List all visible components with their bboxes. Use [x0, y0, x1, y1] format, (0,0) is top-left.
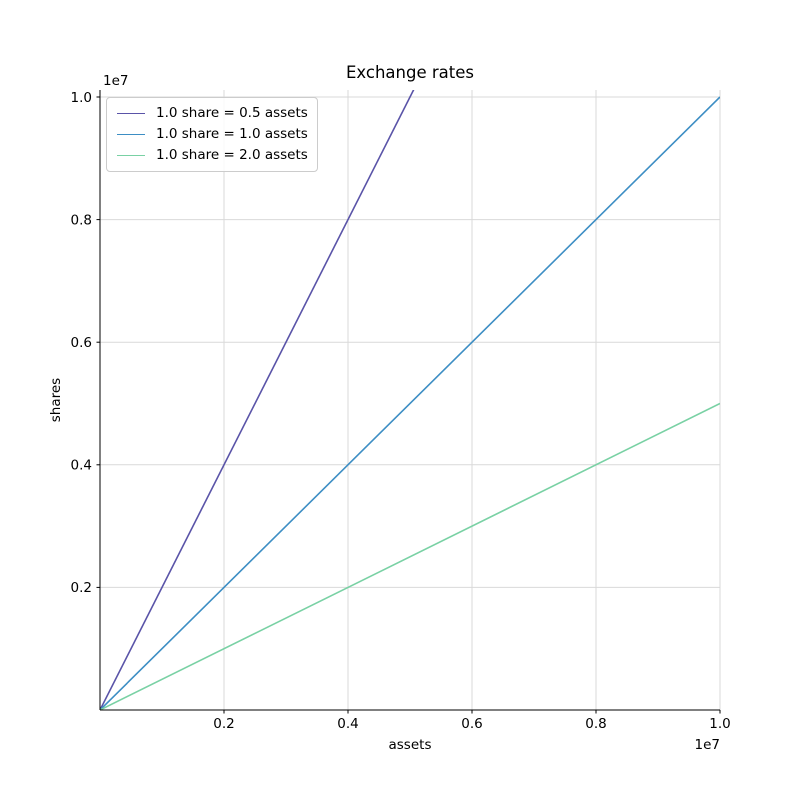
legend-label: 1.0 share = 0.5 assets [156, 105, 308, 121]
series-line-0 [100, 90, 415, 710]
x-axis-label: assets [388, 737, 432, 753]
y-axis-label: shares [48, 377, 64, 423]
x-tick-label: 0.8 [585, 716, 606, 732]
series-line-2 [100, 402, 720, 710]
x-tick-label: 0.2 [213, 716, 234, 732]
y-tick-label: 1.0 [71, 90, 92, 106]
legend-line-swatch [117, 134, 145, 135]
x-tick-label: 0.6 [461, 716, 482, 732]
legend-line-swatch [117, 113, 145, 114]
y-tick-label: 0.8 [71, 212, 92, 228]
legend-label: 1.0 share = 1.0 assets [156, 126, 308, 142]
x-tick-label: 0.4 [337, 716, 358, 732]
y-tick-label: 0.2 [71, 580, 92, 596]
y-tick-label: 0.4 [71, 458, 92, 474]
x-axis-offset-label: 1e7 [694, 737, 720, 753]
x-tick-label: 1.0 [709, 716, 730, 732]
legend-line-swatch [117, 155, 145, 156]
y-tick-label: 0.6 [71, 335, 92, 351]
legend-item-0: 1.0 share = 0.5 assets [114, 103, 308, 124]
chart-title: Exchange rates [346, 63, 474, 82]
series-line-1 [100, 96, 720, 710]
legend: 1.0 share = 0.5 assets 1.0 share = 1.0 as… [106, 97, 318, 172]
legend-item-1: 1.0 share = 1.0 assets [114, 124, 308, 145]
legend-label: 1.0 share = 2.0 assets [156, 147, 308, 163]
y-axis-offset-label: 1e7 [103, 73, 129, 89]
legend-item-2: 1.0 share = 2.0 assets [114, 145, 308, 166]
